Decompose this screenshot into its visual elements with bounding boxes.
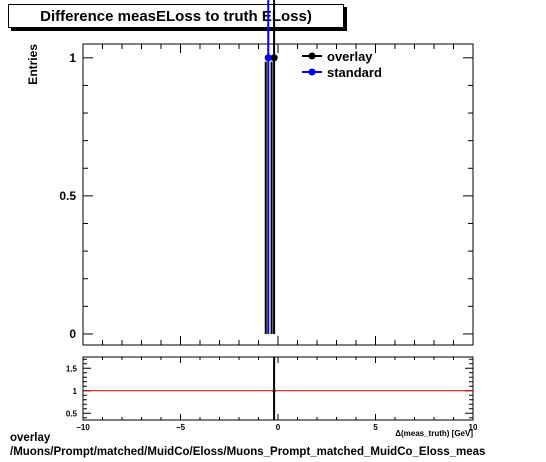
ratio-y-tick-label: 1.5 <box>66 364 78 373</box>
legend-standard-label: standard <box>327 65 382 80</box>
footer-sample-label: overlay <box>10 432 51 444</box>
ratio-x-tick-label: 0 <box>276 423 281 432</box>
main-plot-frame <box>82 43 474 346</box>
ratio-point <box>272 389 276 393</box>
series-1-marker <box>264 54 272 62</box>
legend-overlay-marker <box>308 52 316 60</box>
series-0-marker <box>270 54 278 62</box>
chart-title-box: Difference measELoss to truth ELoss) <box>8 4 344 28</box>
ratio-x-tick-label: −5 <box>176 423 186 432</box>
main-y-tick-label: 0.5 <box>59 189 76 203</box>
ratio-plot-pad: 0.5 1 1.5 −10 −5 0 5 10Δ(meas_truth) [GeV] <box>66 356 478 438</box>
main-y-axis-label: Entries <box>26 44 40 85</box>
ratio-x-tick-label: 10 <box>469 423 478 432</box>
ratio-x-axis-label: Δ(meas_truth) [GeV] <box>395 429 473 438</box>
ratio-plot-frame <box>82 356 474 421</box>
ratio-x-tick-label: −10 <box>76 423 90 432</box>
main-y-tick-label: 0 <box>69 327 76 341</box>
footer-histogram-path: /Muons/Prompt/matched/MuidCo/Eloss/Muons… <box>10 446 486 458</box>
ratio-x-tick-label: 5 <box>373 423 378 432</box>
chart-title: Difference measELoss to truth ELoss) <box>40 8 312 25</box>
ratio-y-tick-label: 1 <box>73 387 78 396</box>
ratio-y-tick-label: 0.5 <box>66 409 78 418</box>
legend-standard-marker <box>308 68 316 76</box>
main-y-tick-label: 1 <box>69 51 76 65</box>
legend-overlay-label: overlay <box>327 49 373 64</box>
